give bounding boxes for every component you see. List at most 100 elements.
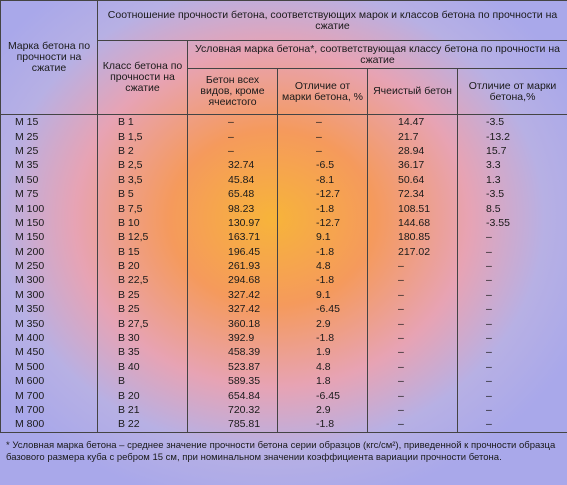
table-cell: -6.45 (277, 388, 368, 403)
header-cell: Условная марка бетона*, соответствующая … (186, 40, 567, 69)
table-row: М 100 В 7,5 98.23 -1.8 108.51 8.5 (0, 201, 567, 216)
table-cell: 217.02 (367, 244, 458, 259)
table-cell: М 150 (0, 215, 98, 231)
header-cell: Класс бетона по прочности на сжатие (97, 40, 188, 115)
table-cell: 4.8 (277, 359, 368, 375)
table-cell: – (456, 258, 567, 274)
table-cell: 327.42 (187, 302, 278, 317)
table-row: М 350 В 27,5 360.18 2.9– – (0, 316, 567, 331)
table-cell: В 20 (97, 258, 188, 274)
table-cell: М 500 (0, 359, 98, 375)
header-cell: Соотношение прочности бетона, соответств… (96, 0, 567, 41)
table-cell: – (187, 129, 278, 144)
footnote: * Условная марка бетона – среднее значен… (6, 440, 556, 463)
table-cell: – (367, 302, 458, 317)
table-cell: 144.68 (367, 215, 458, 231)
table-row: М 50 В 3,5 45.84 -8.1 50.64 1.3 (0, 172, 567, 187)
table-cell: – (456, 302, 567, 317)
header-cell: Отличие от марки бетона,% (456, 68, 567, 115)
table-cell: 65.48 (187, 186, 278, 202)
table-cell: 261.93 (187, 258, 278, 274)
table-cell: – (277, 129, 368, 144)
table-cell: В 2 (97, 143, 188, 159)
table-cell: -12.7 (277, 186, 368, 202)
table-cell: – (456, 287, 567, 303)
table-cell: В 7,5 (97, 201, 188, 216)
table-row: М 75 В 5 65.48 -12.7 72.34 -3.5 (0, 186, 567, 202)
table-cell: -13.2 (456, 129, 567, 144)
table-cell: 8.5 (456, 201, 567, 216)
table-cell: В 35 (97, 345, 188, 360)
table-cell: М 200 (0, 244, 98, 259)
table-row: М 800 В 22 785.81 -1.8– – (0, 417, 567, 433)
table-cell: -6.45 (277, 302, 368, 317)
table-cell: – (456, 417, 567, 433)
table-cell: -3.5 (456, 114, 567, 130)
table-cell: -1.8 (277, 273, 368, 288)
table-cell: 72.34 (367, 186, 458, 202)
table-cell: 163.71 (187, 230, 278, 245)
table-cell: 36.17 (367, 158, 458, 173)
header-cell: Отличие от марки бетона, % (277, 68, 368, 115)
table-cell: 327.42 (187, 287, 278, 303)
table-cell: -1.8 (277, 330, 368, 346)
header-cell: Ячеистый бетон (367, 68, 458, 115)
table-cell: В 25 (97, 287, 188, 303)
table-cell: 28.94 (367, 143, 458, 159)
table-cell: М 350 (0, 316, 98, 331)
table-cell: 45.84 (187, 172, 278, 187)
table-cell: 523.87 (187, 359, 278, 375)
table-cell: -12.7 (277, 215, 368, 231)
table-row: М 35 В 2,5 32.74 -6.5 36.17 3.3 (0, 158, 567, 173)
table-cell: 1.8 (277, 374, 368, 389)
table-cell: М 75 (0, 186, 98, 202)
table-cell: 9.1 (277, 287, 368, 303)
table-cell: – (456, 388, 567, 403)
table-cell: – (456, 273, 567, 288)
table-cell: В 1 (97, 114, 188, 130)
table-cell: – (367, 388, 458, 403)
table-cell: – (367, 374, 458, 389)
header-cell: Бетон всех видов, кроме ячеистого (187, 68, 278, 115)
table-row: М 250 В 20 261.93 4.8– – (0, 258, 567, 274)
table-cell: В 20 (97, 388, 188, 403)
table-cell: -6.5 (277, 158, 368, 173)
table-cell: 392.9 (187, 330, 278, 346)
table-cell: 589.35 (187, 374, 278, 389)
table-cell: М 700 (0, 402, 98, 418)
table-cell: – (456, 402, 567, 418)
table-cell: В (97, 374, 188, 389)
header-cell: Марка бетона по прочности на сжатие (0, 0, 98, 115)
table-cell: М 350 (0, 302, 98, 317)
table-cell: 4.8 (277, 258, 368, 274)
table-cell: М 35 (0, 158, 98, 173)
table-cell: В 21 (97, 402, 188, 418)
table-cell: – (456, 330, 567, 346)
table-cell: 360.18 (187, 316, 278, 331)
table-cell: В 3,5 (97, 172, 188, 187)
table-cell: – (367, 359, 458, 375)
table-cell: – (367, 330, 458, 346)
table-cell: – (277, 114, 368, 130)
table-cell: В 40 (97, 359, 188, 375)
table-cell: -1.8 (277, 201, 368, 216)
table-cell: М 600 (0, 374, 98, 389)
table-cell: В 27,5 (97, 316, 188, 331)
table-row: М 400 В 30 392.9 -1.8– – (0, 330, 567, 346)
table-cell: 9.1 (277, 230, 368, 245)
table-row: М 500 В 40 523.87 4.8– – (0, 359, 567, 375)
table-cell: В 15 (97, 244, 188, 259)
table-cell: В 2,5 (97, 158, 188, 173)
table-row: М 150 В 10 130.97 -12.7 144.68 -3.55 (0, 215, 567, 231)
table-cell: – (367, 316, 458, 331)
table-cell: – (456, 359, 567, 375)
table-cell: 294.68 (187, 273, 278, 288)
table-cell: 3.3 (456, 158, 567, 173)
table-cell: В 12,5 (97, 230, 188, 245)
table-row: М 350 В 25 327.42 -6.45– – (0, 302, 567, 317)
table-row: М 450 В 35 458.39 1.9– – (0, 345, 567, 360)
table-cell: 50.64 (367, 172, 458, 187)
table-cell: М 300 (0, 287, 98, 303)
table-cell: М 800 (0, 417, 98, 433)
